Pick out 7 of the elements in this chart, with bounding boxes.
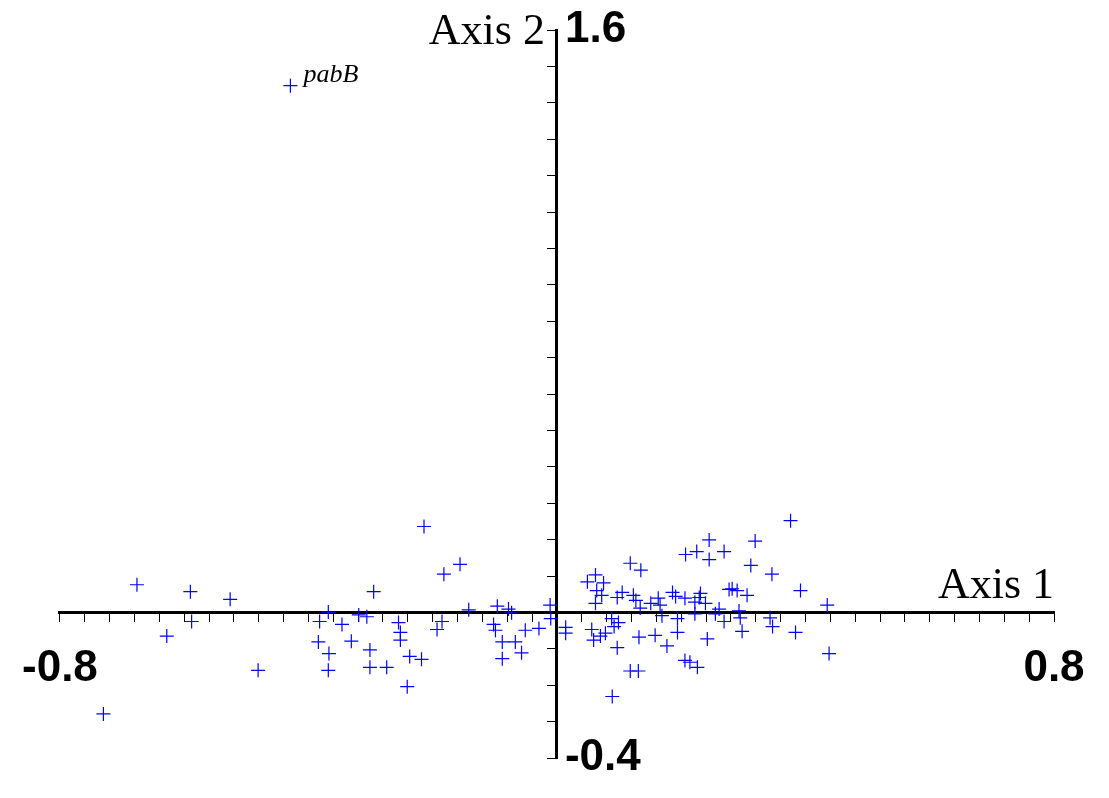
annotation: pabB: [301, 58, 359, 88]
y-tick-label: -0.4: [564, 730, 642, 780]
y-axis-title: Axis 2: [428, 4, 545, 54]
x-tick-label: -0.8: [22, 640, 98, 690]
y-tick-label: 1.6: [564, 2, 627, 52]
x-tick-label: 0.8: [1023, 640, 1085, 690]
x-axis-title: Axis 1: [937, 558, 1054, 608]
